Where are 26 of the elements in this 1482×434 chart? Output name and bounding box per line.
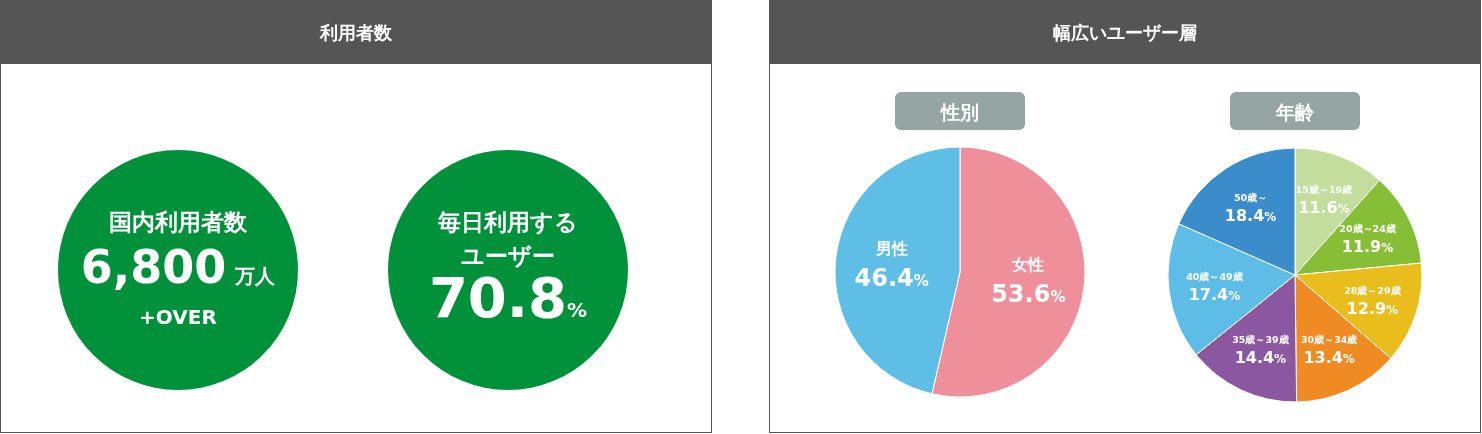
slice-label: 男性 [874, 239, 908, 259]
data-label: 11.9% [1341, 237, 1394, 257]
slice-label: 20歳～24歳 [1339, 223, 1396, 235]
data-label: 11.6% [1298, 198, 1350, 218]
text: 国内利用者数 [109, 209, 248, 236]
slice-label: 28歳～29歳 [1344, 284, 1401, 296]
text: 毎日利用する [437, 209, 578, 236]
data-label: 46.4% [854, 264, 929, 293]
slice-label: 15歳～19歳 [1295, 184, 1353, 196]
text: 6,800 万人 [80, 240, 277, 295]
data-label: 14.4% [1234, 347, 1287, 367]
chart-subtitle: 年齢 [1275, 101, 1315, 123]
text: +OVER [139, 305, 217, 330]
data-label: 53.6% [991, 279, 1066, 308]
slice-label: 30歳～34歳 [1300, 333, 1358, 345]
slice-label: 35歳～39歳 [1232, 333, 1289, 345]
text: 利用者数 [319, 22, 393, 43]
chart-subtitle: 性別 [940, 101, 979, 123]
text: 幅広いユーザー層 [1053, 22, 1197, 43]
data-label: 18.4% [1224, 205, 1277, 225]
data-label: 12.9% [1346, 298, 1399, 318]
data-label: 17.4% [1188, 284, 1241, 304]
slice-label: 50歳～ [1233, 191, 1268, 203]
data-label: 13.4% [1303, 347, 1355, 367]
slice-label: 女性 [1011, 254, 1045, 274]
slice-label: 40歳～49歳 [1186, 270, 1243, 282]
